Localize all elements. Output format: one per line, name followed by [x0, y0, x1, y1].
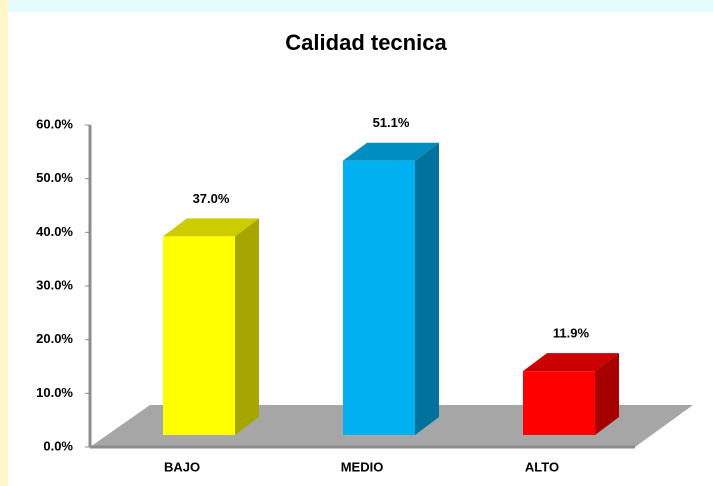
data-label: 11.9%	[553, 326, 590, 341]
y-tick-label: 20.0%	[36, 331, 73, 346]
bar-top	[163, 218, 259, 237]
bar	[523, 353, 619, 435]
bar-top	[343, 142, 439, 161]
bar-side	[415, 142, 439, 435]
left-border	[0, 0, 8, 486]
bar-side	[595, 353, 619, 435]
bar	[163, 218, 259, 435]
x-tick-label: ALTO	[525, 459, 559, 474]
data-label: 37.0%	[193, 191, 230, 206]
bar-front	[523, 371, 595, 435]
y-tick-label: 10.0%	[36, 385, 73, 400]
x-tick-label: MEDIO	[341, 459, 384, 474]
data-label: 51.1%	[373, 115, 410, 130]
bar-top	[523, 353, 619, 372]
chart-title: Calidad tecnica	[285, 30, 447, 55]
y-tick-label: 60.0%	[36, 116, 73, 131]
bar-front	[343, 160, 415, 435]
y-tick-label: 0.0%	[43, 438, 73, 453]
x-tick-label: BAJO	[164, 459, 200, 474]
bar	[343, 142, 439, 435]
y-tick-label: 50.0%	[36, 170, 73, 185]
y-tick-label: 40.0%	[36, 224, 73, 239]
bar-side	[235, 218, 259, 435]
bar-front	[163, 236, 235, 435]
y-tick-label: 30.0%	[36, 277, 73, 292]
